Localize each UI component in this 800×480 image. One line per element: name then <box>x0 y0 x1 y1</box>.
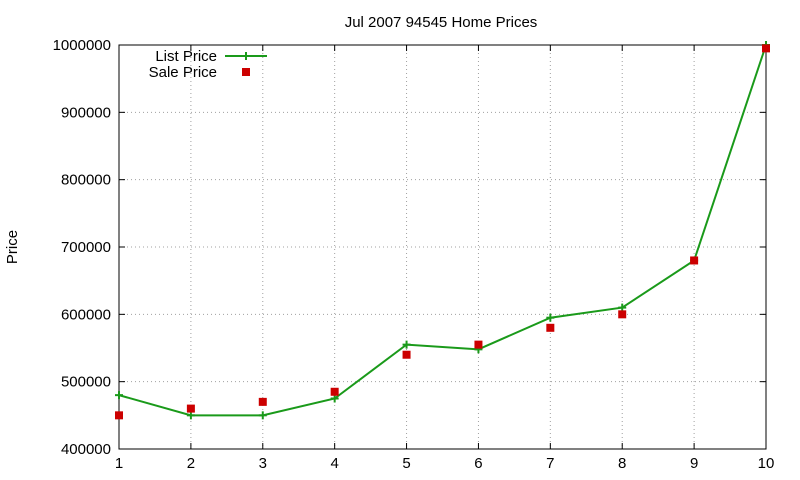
list-price-point <box>115 391 123 400</box>
plot-frame <box>118 44 767 450</box>
sale-price-point <box>115 411 123 420</box>
list-price-point <box>330 394 339 403</box>
x-tick-label: 9 <box>690 455 698 472</box>
y-tick-label: 900000 <box>61 104 111 121</box>
x-tick-label: 7 <box>546 455 554 472</box>
sale-price-point <box>330 387 339 396</box>
sale-price-point <box>402 350 411 359</box>
y-tick-label: 1000000 <box>53 37 111 54</box>
x-tick-label: 8 <box>618 455 626 472</box>
axis-ticks <box>118 44 767 450</box>
x-tick-label: 1 <box>115 455 123 472</box>
y-axis-label: Price <box>4 230 21 264</box>
list-price-point <box>546 313 555 322</box>
grid-lines <box>119 45 766 449</box>
y-axis-labels: 400000 500000 600000 700000 800000 900000 1000… <box>53 37 111 458</box>
sale-price-point <box>618 310 627 319</box>
list-price-point <box>402 340 411 349</box>
sale-price-point <box>690 256 699 265</box>
x-tick-label: 6 <box>474 455 482 472</box>
x-tick-label: 5 <box>402 455 410 472</box>
x-tick-label: 3 <box>259 455 267 472</box>
list-price-legend-label: List Price <box>155 48 217 65</box>
list-price-line <box>118 44 767 417</box>
y-tick-label: 400000 <box>61 441 111 458</box>
chart-title: Jul 2007 94545 Home Prices <box>345 14 538 31</box>
sale-price-point <box>474 340 483 349</box>
x-tick-label: 2 <box>187 455 195 472</box>
list-price-point <box>618 303 627 312</box>
x-tick-label: 10 <box>758 455 775 472</box>
sale-price-legend-label: Sale Price <box>149 64 217 81</box>
x-axis-labels: 1 2 3 4 5 6 7 8 9 10 <box>115 455 775 472</box>
y-tick-label: 600000 <box>61 306 111 323</box>
x-tick-label: 4 <box>330 455 338 472</box>
sale-price-point <box>762 44 770 53</box>
list-price-legend-marker <box>242 52 250 60</box>
list-price-point <box>258 411 267 420</box>
sale-price-point <box>546 323 555 332</box>
sale-price-legend-swatch <box>242 68 250 76</box>
sale-price-point <box>186 404 195 413</box>
y-tick-label: 500000 <box>61 374 111 391</box>
y-tick-label: 800000 <box>61 172 111 189</box>
series-layer <box>115 41 770 420</box>
list-price-point <box>186 411 195 420</box>
y-tick-label: 700000 <box>61 239 111 256</box>
sale-price-point <box>258 397 267 406</box>
